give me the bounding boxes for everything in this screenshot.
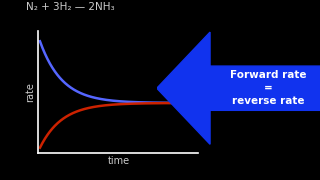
Polygon shape [157,32,320,144]
Y-axis label: rate: rate [26,82,36,102]
X-axis label: time: time [107,156,130,166]
Text: Forward rate
=
reverse rate: Forward rate = reverse rate [230,70,307,106]
Text: N₂ + 3H₂ — 2NH₃: N₂ + 3H₂ — 2NH₃ [26,2,115,12]
